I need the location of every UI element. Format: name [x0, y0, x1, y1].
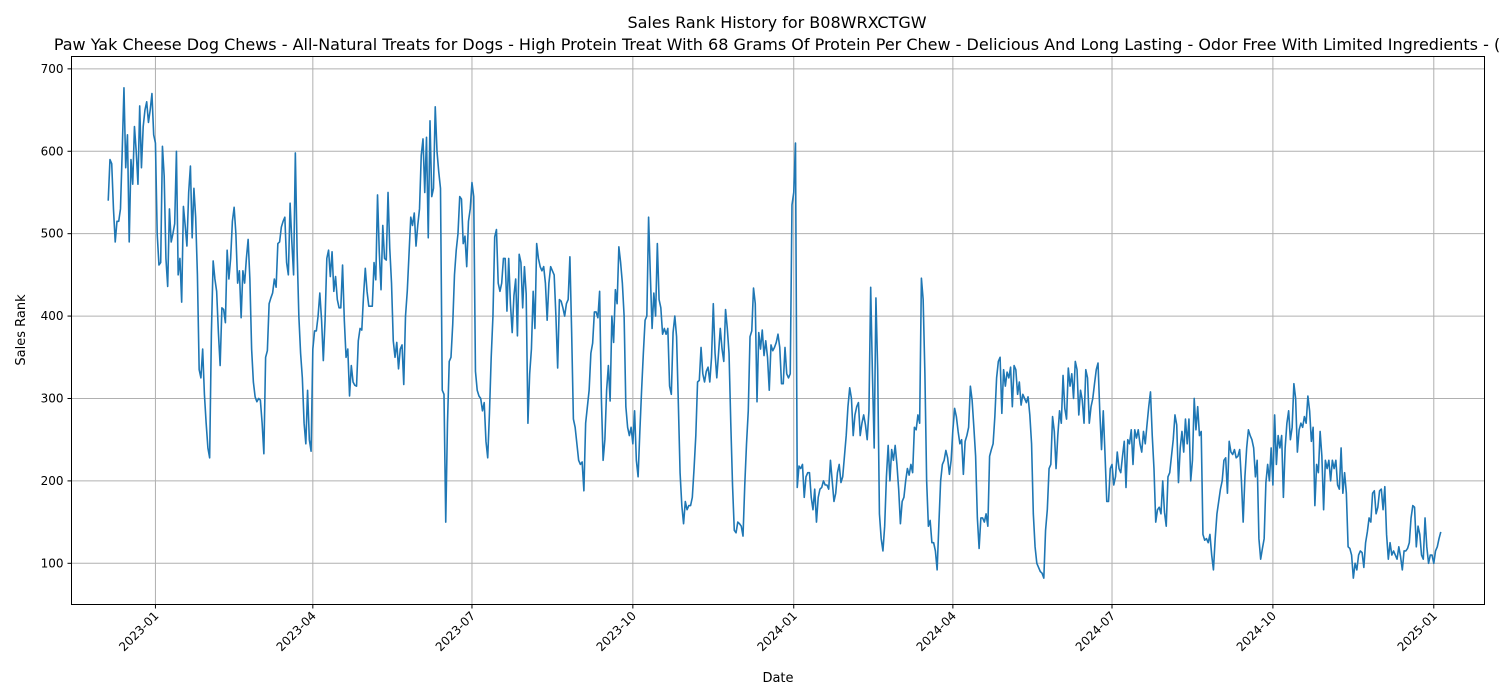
x-tick-label: 2024-10 [1234, 609, 1279, 654]
chart-subtitle: Paw Yak Cheese Dog Chews - All-Natural T… [54, 35, 1500, 54]
x-tick-label: 2024-01 [755, 609, 800, 654]
x-tick-label: 2025-01 [1395, 609, 1440, 654]
y-tick-label: 600 [41, 144, 64, 158]
y-tick-label: 400 [41, 309, 64, 323]
plot-frame [71, 56, 1485, 605]
x-tick-label: 2023-07 [433, 609, 478, 654]
x-tick-label: 2023-10 [594, 609, 639, 654]
x-axis-ticks: 2023-01 2023-04 2023-07 2023-10 2024-01 2024-… [116, 604, 1440, 654]
y-tick-label: 500 [41, 227, 64, 241]
y-tick-label: 300 [41, 391, 64, 405]
grid [71, 56, 1485, 605]
x-axis-label: Date [762, 671, 793, 686]
series-line-group [107, 87, 1442, 579]
y-axis-label: Sales Rank [14, 294, 29, 366]
y-tick-label: 700 [41, 62, 64, 76]
x-tick-label: 2023-04 [274, 609, 319, 654]
y-tick-label: 100 [41, 556, 64, 570]
y-axis-ticks: 100 200 300 400 500 600 700 [41, 62, 72, 570]
x-tick-label: 2023-01 [116, 609, 161, 654]
x-tick-label: 2024-07 [1073, 609, 1118, 654]
series-line [107, 87, 1442, 579]
x-tick-label: 2024-04 [914, 609, 959, 654]
chart-title: Sales Rank History for B08WRXCTGW [627, 13, 926, 32]
y-tick-label: 200 [41, 474, 64, 488]
